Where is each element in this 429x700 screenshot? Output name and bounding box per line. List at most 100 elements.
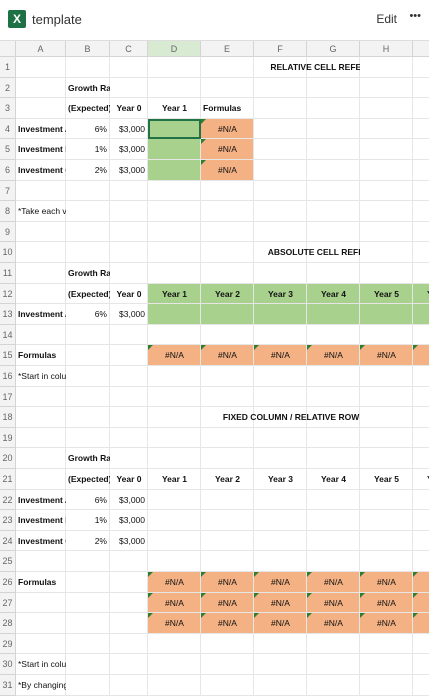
cell: [148, 510, 201, 531]
row-header: 6: [0, 160, 16, 181]
row-header: 21: [0, 469, 16, 490]
cell: [16, 592, 66, 614]
cell: [201, 263, 254, 284]
row-header: 1: [0, 57, 16, 78]
cell: [110, 98, 148, 119]
column-header: F: [254, 41, 307, 57]
cell: [307, 530, 360, 552]
cell-text: RELATIVE CELL REFERENCES: [270, 62, 397, 72]
cell: [201, 139, 254, 160]
cell: [16, 675, 66, 696]
cell: [16, 551, 66, 572]
error-flag: [307, 345, 312, 351]
cell: [66, 654, 110, 675]
cell: [360, 386, 413, 408]
cell: [413, 654, 429, 675]
cell: [360, 366, 413, 387]
cell: [66, 118, 110, 140]
cell: [360, 263, 413, 284]
cell: [148, 448, 201, 469]
cell: [110, 242, 148, 263]
cell: [148, 592, 201, 614]
more-button[interactable]: •••: [409, 10, 421, 22]
cell-text: Year 1: [161, 288, 188, 299]
cell: [413, 57, 429, 78]
error-value: #N/A: [165, 350, 184, 361]
row-header: 27: [0, 592, 16, 614]
cell-text: Year 4: [320, 474, 347, 484]
cell: [66, 448, 110, 469]
cell: [413, 675, 429, 696]
cell: [110, 675, 148, 696]
cell: [66, 201, 110, 222]
cell: [148, 675, 201, 696]
cell: [110, 57, 148, 78]
cell: [201, 675, 254, 696]
error-flag: [307, 592, 312, 598]
sheet-grid: ABCDEFGHIJ1RELATIVE CELL REFERENCES2Grow…: [0, 41, 429, 700]
row-header: 23: [0, 510, 16, 531]
cell: [148, 77, 201, 99]
cell: [307, 592, 360, 614]
error-value: #N/A: [218, 350, 237, 361]
cell: [148, 304, 201, 325]
cell-text: Growth Rate: [68, 268, 119, 278]
cell: [66, 242, 110, 263]
row-header: 3: [0, 98, 16, 119]
error-flag: [148, 572, 153, 577]
cell: [307, 263, 360, 284]
error-value: #N/A: [218, 597, 237, 608]
cell: [307, 139, 360, 160]
cell: [360, 654, 413, 675]
cell: [110, 592, 148, 614]
cell: [201, 98, 254, 119]
cell: [148, 469, 201, 490]
error-value: #N/A: [377, 597, 396, 608]
cell: [254, 407, 307, 428]
error-value: #N/A: [218, 577, 237, 587]
cell: [201, 324, 254, 346]
error-value: #N/A: [271, 618, 290, 629]
error-flag: [360, 572, 365, 577]
cell: [110, 448, 148, 469]
cell: [110, 572, 148, 593]
cell: [148, 180, 201, 202]
cell-text: 6%: [94, 494, 107, 505]
column-header: E: [201, 41, 254, 57]
cell: [110, 427, 148, 449]
cell: [307, 118, 360, 140]
error-flag: [201, 118, 206, 124]
cell: [110, 221, 148, 243]
cell: [110, 386, 148, 408]
cell: [360, 242, 413, 263]
cell: [413, 160, 429, 181]
cell: [110, 530, 148, 552]
row-header: 19: [0, 427, 16, 449]
cell: [110, 613, 148, 634]
cell: [201, 366, 254, 387]
cell: [254, 304, 307, 325]
cell: [360, 98, 413, 119]
cell: [201, 221, 254, 243]
cell: [413, 407, 429, 428]
row-header: 18: [0, 407, 16, 428]
cell-text: Investment B: [18, 515, 72, 526]
cell: [413, 77, 429, 99]
cell: [360, 221, 413, 243]
cell: [307, 675, 360, 696]
cell: [307, 304, 360, 325]
column-header: H: [360, 41, 413, 57]
cell: [66, 139, 110, 160]
edit-button[interactable]: Edit: [376, 12, 397, 26]
cell-text: FIXED COLUMN / RELATIVE ROW CELL REFEREN…: [222, 412, 429, 423]
row-header: 29: [0, 633, 16, 655]
cell-text: Year 2: [214, 474, 241, 484]
row-header: 8: [0, 201, 16, 222]
cell-text: $3,000: [119, 165, 145, 175]
cell: [110, 407, 148, 428]
error-flag: [254, 572, 259, 577]
cell: [254, 592, 307, 614]
cell: [66, 283, 110, 305]
cell: [413, 180, 429, 202]
